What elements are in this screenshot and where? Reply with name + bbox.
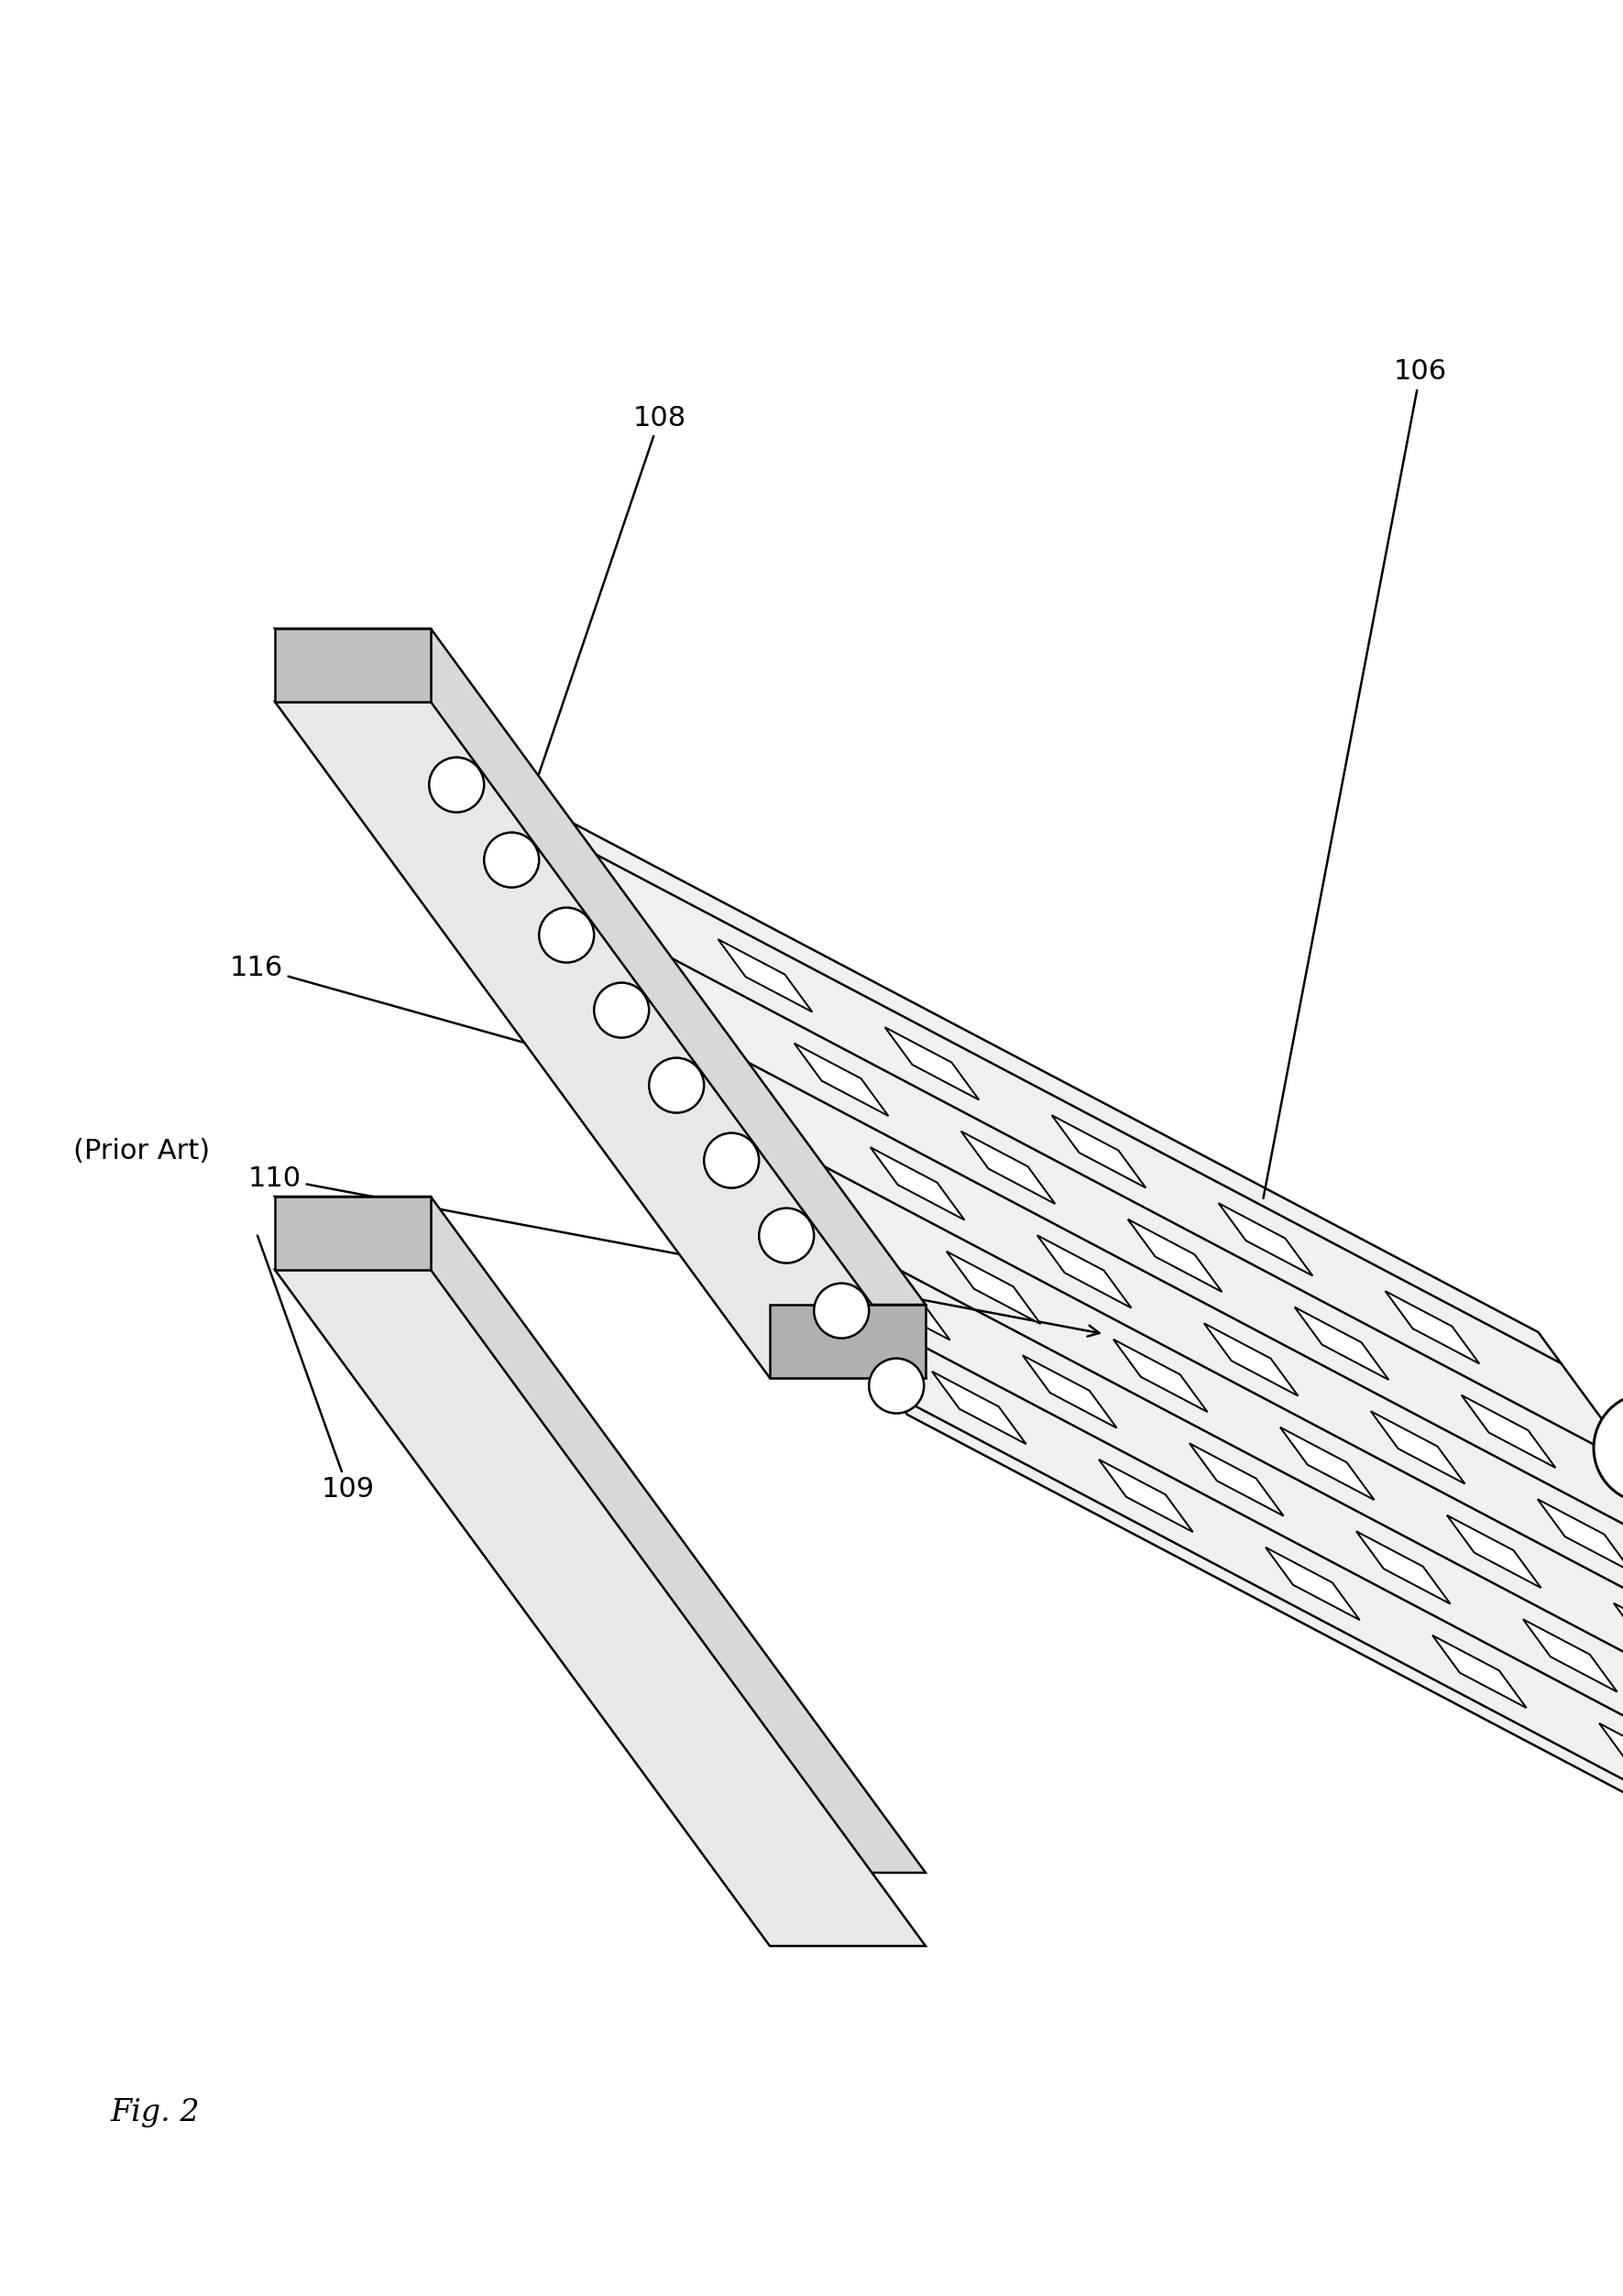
Polygon shape	[1537, 1499, 1623, 1573]
Polygon shape	[274, 1196, 430, 1270]
Polygon shape	[1113, 1339, 1208, 1412]
Polygon shape	[932, 1371, 1026, 1444]
Polygon shape	[274, 629, 925, 1304]
Polygon shape	[1433, 1635, 1527, 1708]
Circle shape	[428, 758, 484, 813]
Polygon shape	[1522, 1619, 1617, 1692]
Circle shape	[649, 1058, 704, 1114]
Polygon shape	[1281, 1428, 1375, 1499]
Polygon shape	[855, 1267, 949, 1341]
Polygon shape	[1613, 1603, 1623, 1676]
Polygon shape	[552, 852, 646, 923]
Polygon shape	[274, 703, 925, 1378]
Polygon shape	[946, 1251, 1040, 1325]
Polygon shape	[885, 1026, 979, 1100]
Polygon shape	[1446, 1515, 1540, 1589]
Polygon shape	[1295, 1306, 1389, 1380]
Polygon shape	[779, 1164, 873, 1235]
Text: 106: 106	[1263, 358, 1448, 1199]
Polygon shape	[1266, 1548, 1360, 1621]
Polygon shape	[717, 939, 812, 1013]
Text: 110: 110	[248, 1164, 1099, 1336]
Polygon shape	[1099, 1460, 1193, 1531]
Polygon shape	[1599, 1724, 1623, 1795]
Polygon shape	[769, 1304, 925, 1378]
Polygon shape	[794, 1042, 888, 1116]
Polygon shape	[1357, 1531, 1451, 1605]
Polygon shape	[1037, 1235, 1131, 1309]
Circle shape	[868, 1359, 923, 1414]
Polygon shape	[1219, 1203, 1313, 1277]
Text: 109: 109	[258, 1235, 375, 1504]
Polygon shape	[1190, 1444, 1284, 1515]
Text: Fig. 2: Fig. 2	[110, 2099, 200, 2128]
Polygon shape	[1204, 1322, 1298, 1396]
Polygon shape	[274, 629, 430, 703]
Polygon shape	[1052, 1116, 1146, 1187]
Polygon shape	[1461, 1396, 1555, 1467]
Circle shape	[594, 983, 649, 1038]
Text: (Prior Art): (Prior Art)	[73, 1137, 209, 1164]
Circle shape	[1594, 1394, 1623, 1504]
Polygon shape	[1371, 1412, 1466, 1483]
Circle shape	[484, 833, 539, 889]
Polygon shape	[1386, 1290, 1480, 1364]
Circle shape	[815, 1283, 868, 1339]
Polygon shape	[870, 1148, 964, 1219]
Polygon shape	[704, 1058, 799, 1132]
Polygon shape	[961, 1132, 1055, 1203]
Polygon shape	[1128, 1219, 1222, 1293]
Polygon shape	[1022, 1355, 1117, 1428]
Circle shape	[539, 907, 594, 962]
Circle shape	[760, 1208, 815, 1263]
Polygon shape	[412, 739, 1623, 2009]
Polygon shape	[274, 1270, 925, 1947]
Circle shape	[704, 1132, 760, 1187]
Text: 108: 108	[524, 404, 687, 817]
Polygon shape	[628, 955, 722, 1029]
Text: 116: 116	[230, 955, 672, 1086]
Polygon shape	[274, 1196, 925, 1874]
